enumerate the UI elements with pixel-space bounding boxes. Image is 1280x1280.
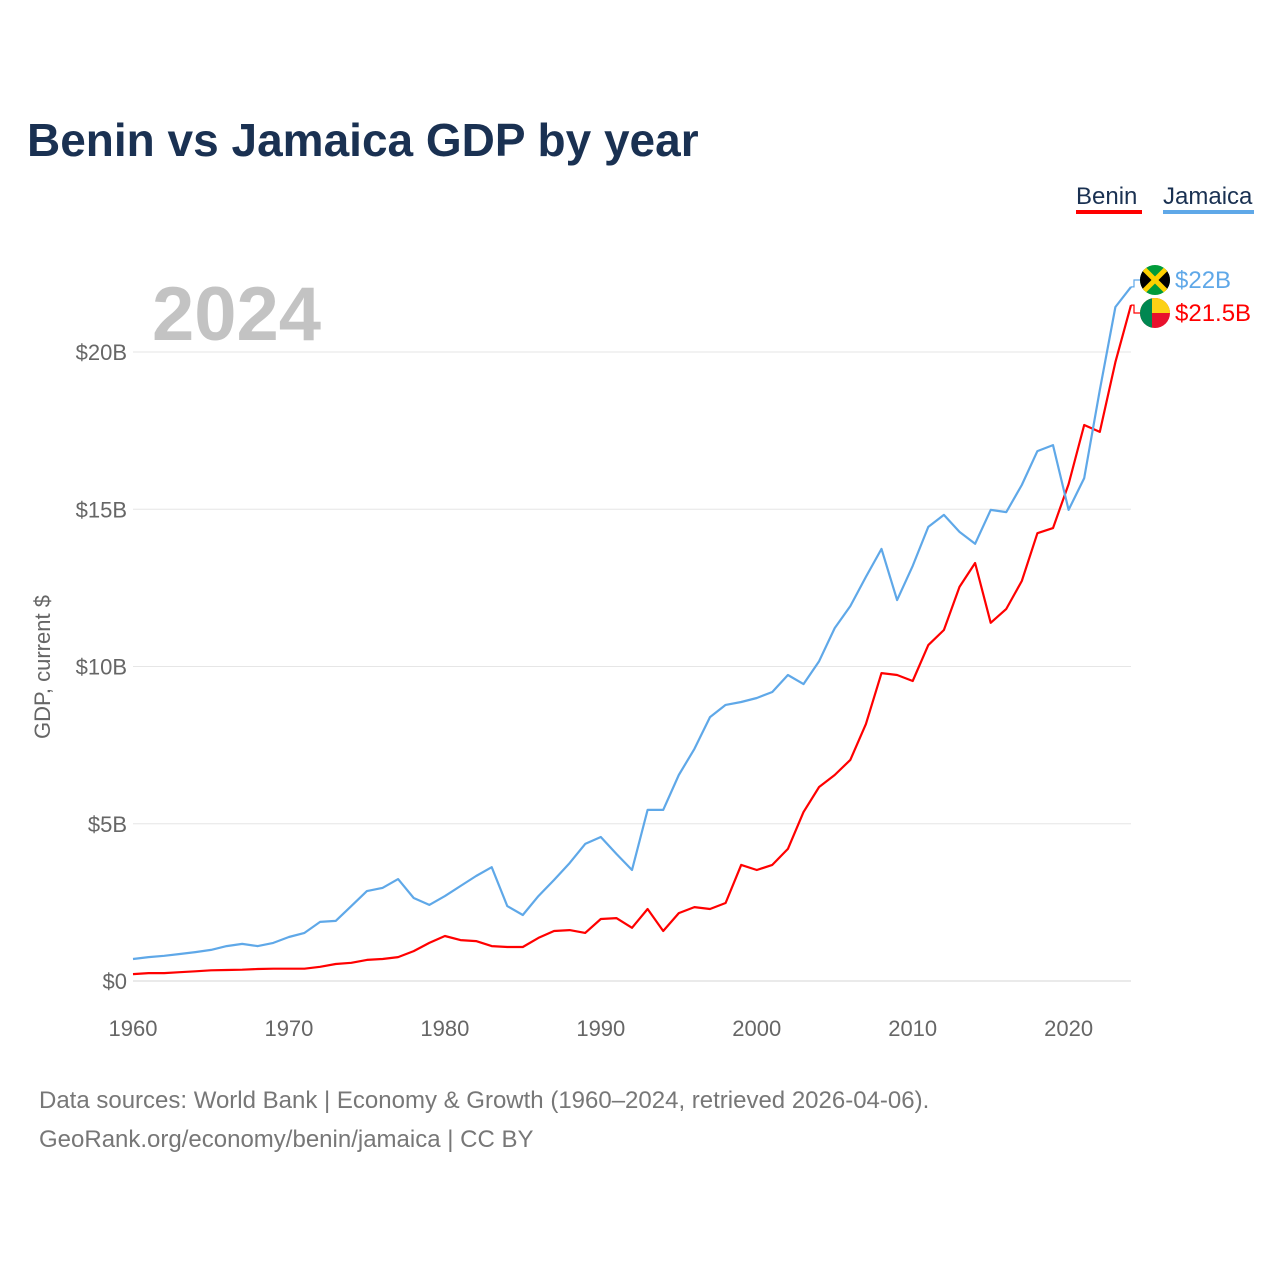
series-benin bbox=[132, 304, 1133, 976]
benin-flag-icon bbox=[1140, 298, 1170, 328]
y-tick-label: $5B bbox=[88, 812, 127, 837]
legend: Benin Jamaica bbox=[1076, 183, 1254, 214]
legend-item-jamaica[interactable]: Jamaica bbox=[1163, 183, 1253, 210]
x-tick-label: 2020 bbox=[1044, 1016, 1093, 1041]
chart-title: Benin vs Jamaica GDP by year bbox=[27, 114, 699, 166]
x-tick-label: 1960 bbox=[109, 1016, 158, 1041]
x-tick-label: 1980 bbox=[420, 1016, 469, 1041]
legend-swatch bbox=[1163, 210, 1254, 214]
y-tick-label: $20B bbox=[76, 340, 127, 365]
y-tick-label: $10B bbox=[76, 655, 127, 680]
x-tick-label: 1990 bbox=[576, 1016, 625, 1041]
x-tick-label: 1970 bbox=[264, 1016, 313, 1041]
line-jamaica bbox=[132, 286, 1132, 961]
y-axis-ticks: $0 $5B $10B $15B $20B bbox=[76, 340, 127, 994]
x-tick-label: 2010 bbox=[888, 1016, 937, 1041]
jamaica-flag-icon bbox=[1140, 265, 1170, 295]
end-labels: $22B $21.5B bbox=[1131, 265, 1251, 328]
legend-item-benin[interactable]: Benin bbox=[1076, 183, 1137, 210]
end-value-jamaica: $22B bbox=[1175, 267, 1231, 294]
series-jamaica bbox=[132, 286, 1132, 961]
x-axis-ticks: 1960 1970 1980 1990 2000 2010 2020 bbox=[109, 1016, 1094, 1041]
end-value-benin: $21.5B bbox=[1175, 300, 1251, 327]
y-tick-label: $15B bbox=[76, 497, 127, 522]
x-tick-label: 2000 bbox=[732, 1016, 781, 1041]
footer-sources: Data sources: World Bank | Economy & Gro… bbox=[39, 1087, 929, 1114]
gridlines bbox=[133, 351, 1131, 982]
year-watermark: 2024 bbox=[152, 272, 321, 357]
footer-url: GeoRank.org/economy/benin/jamaica | CC B… bbox=[39, 1126, 533, 1153]
end-connector bbox=[1131, 304, 1140, 314]
y-axis-label: GDP, current $ bbox=[30, 595, 55, 739]
y-tick-label: $0 bbox=[103, 969, 127, 994]
end-connector bbox=[1131, 279, 1140, 288]
series-lines bbox=[132, 286, 1133, 976]
legend-swatch bbox=[1076, 210, 1142, 214]
line-benin bbox=[132, 304, 1133, 976]
